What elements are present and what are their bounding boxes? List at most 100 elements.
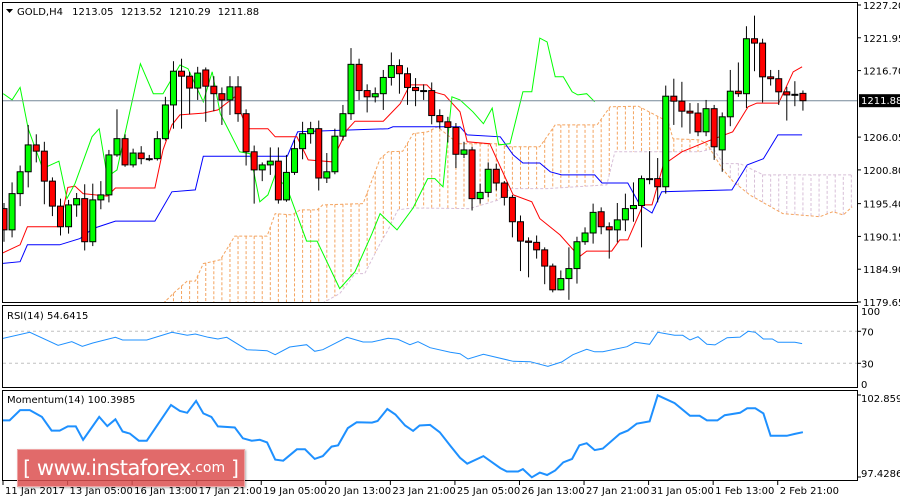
candle-body	[718, 116, 726, 151]
candle-body	[638, 178, 646, 206]
close-value: 1211.88	[218, 7, 259, 18]
candle-body	[226, 86, 234, 101]
bull-candle	[226, 76, 234, 115]
rsi-level-label: 0	[861, 380, 867, 391]
candle-body	[40, 150, 48, 182]
bear-candle	[315, 120, 323, 191]
bull-candle	[105, 149, 113, 203]
candle-body	[468, 149, 476, 200]
candle-body	[105, 154, 113, 196]
price-tick-label: 1216.70	[863, 67, 900, 78]
time-axis[interactable]: 11 Jan 2017 13 Jan 05:00 16 Jan 13:00 17 Ja…	[2, 481, 839, 497]
bear-candle	[218, 87, 226, 125]
candle-body	[16, 171, 24, 195]
candle-body	[363, 90, 371, 98]
candle-body	[161, 104, 169, 140]
candle-body	[525, 240, 533, 243]
bear-candle	[678, 81, 686, 128]
bear-candle	[48, 177, 56, 217]
candle-body	[686, 110, 694, 114]
candle-body	[702, 108, 710, 133]
bull-candle	[282, 154, 290, 202]
time-tick-label: 17 Jan 21:00	[199, 486, 262, 497]
bull-candle	[646, 151, 654, 185]
candle-body	[476, 191, 484, 200]
candle-body	[282, 171, 290, 201]
bear-candle	[404, 67, 411, 105]
tenkan-sen-line	[3, 66, 803, 258]
candle-body	[412, 86, 420, 92]
candle-body	[89, 199, 97, 243]
candle-body	[234, 86, 242, 115]
bear-candle	[210, 76, 218, 112]
candle-body	[137, 152, 145, 160]
bear-candle	[541, 247, 549, 285]
candle-body	[799, 92, 807, 102]
bear-candle	[412, 78, 420, 107]
time-tick-label: 23 Jan 21:00	[392, 486, 455, 497]
rsi-panel[interactable]	[2, 305, 858, 388]
candle-body	[307, 128, 315, 135]
bear-candle	[3, 203, 8, 242]
candle-body	[355, 63, 363, 92]
bull-candle	[331, 128, 339, 175]
bull-candle	[476, 183, 484, 204]
candle-body	[97, 194, 105, 201]
dropdown-triangle-icon[interactable]	[6, 9, 13, 13]
candle-body	[339, 113, 347, 137]
open-value: 1213.05	[72, 7, 113, 18]
candle-body	[662, 95, 670, 188]
current-price-label: 1211.88	[861, 96, 900, 107]
bull-candle	[153, 131, 161, 161]
bull-candle	[613, 203, 621, 243]
candle-body	[404, 73, 411, 88]
candle-body	[742, 38, 750, 95]
candle-body	[3, 208, 8, 231]
bull-candle	[726, 69, 734, 127]
bear-candle	[32, 134, 40, 163]
candle-body	[589, 211, 597, 234]
chart-header: GOLD,H4 1213.05 1213.52 1210.29 1211.88	[17, 7, 259, 18]
candle-body	[242, 113, 250, 153]
bear-candle	[799, 90, 807, 111]
bull-candle	[420, 84, 428, 100]
price-axis[interactable]: 1227.20 1221.95 1216.70 1206.05 1200.80 1195.…	[857, 1, 900, 309]
bull-candle	[169, 61, 177, 129]
candle-body	[331, 135, 339, 173]
watermark-domain: www.instaforex	[36, 456, 191, 480]
bear-candle	[137, 146, 145, 165]
candle-body	[492, 168, 500, 184]
candle-body	[73, 198, 81, 206]
candle-body	[218, 93, 226, 101]
bear-candle	[202, 67, 210, 122]
bear-candle	[654, 158, 662, 203]
momentum-line	[3, 393, 804, 479]
bull-candle	[581, 227, 589, 245]
rsi-level-label: 100	[861, 307, 880, 318]
candle-body	[597, 211, 605, 228]
candle-body	[291, 148, 299, 173]
bear-candle	[549, 263, 557, 293]
candle-body	[56, 205, 64, 228]
candle-body	[347, 63, 355, 115]
bull-candle	[718, 112, 726, 172]
bull-candle	[8, 182, 16, 238]
candle-body	[500, 182, 508, 198]
current-price-badge	[859, 94, 900, 108]
candle-body	[621, 208, 629, 221]
bear-candle	[516, 215, 524, 272]
main-chart-panel[interactable]	[2, 2, 858, 303]
candle-body	[32, 144, 40, 152]
candle-body	[428, 90, 436, 117]
bear-candle	[40, 141, 48, 205]
candle-body	[734, 90, 742, 95]
candle-body	[379, 76, 387, 95]
watermark-bracket-open: [	[23, 456, 31, 480]
rsi-level-label: 30	[861, 359, 874, 370]
bear-candle	[444, 116, 452, 143]
symbol-label: GOLD,H4	[17, 7, 63, 18]
candle-body	[8, 193, 16, 231]
bull-candle	[662, 85, 670, 194]
candle-body	[557, 278, 565, 291]
